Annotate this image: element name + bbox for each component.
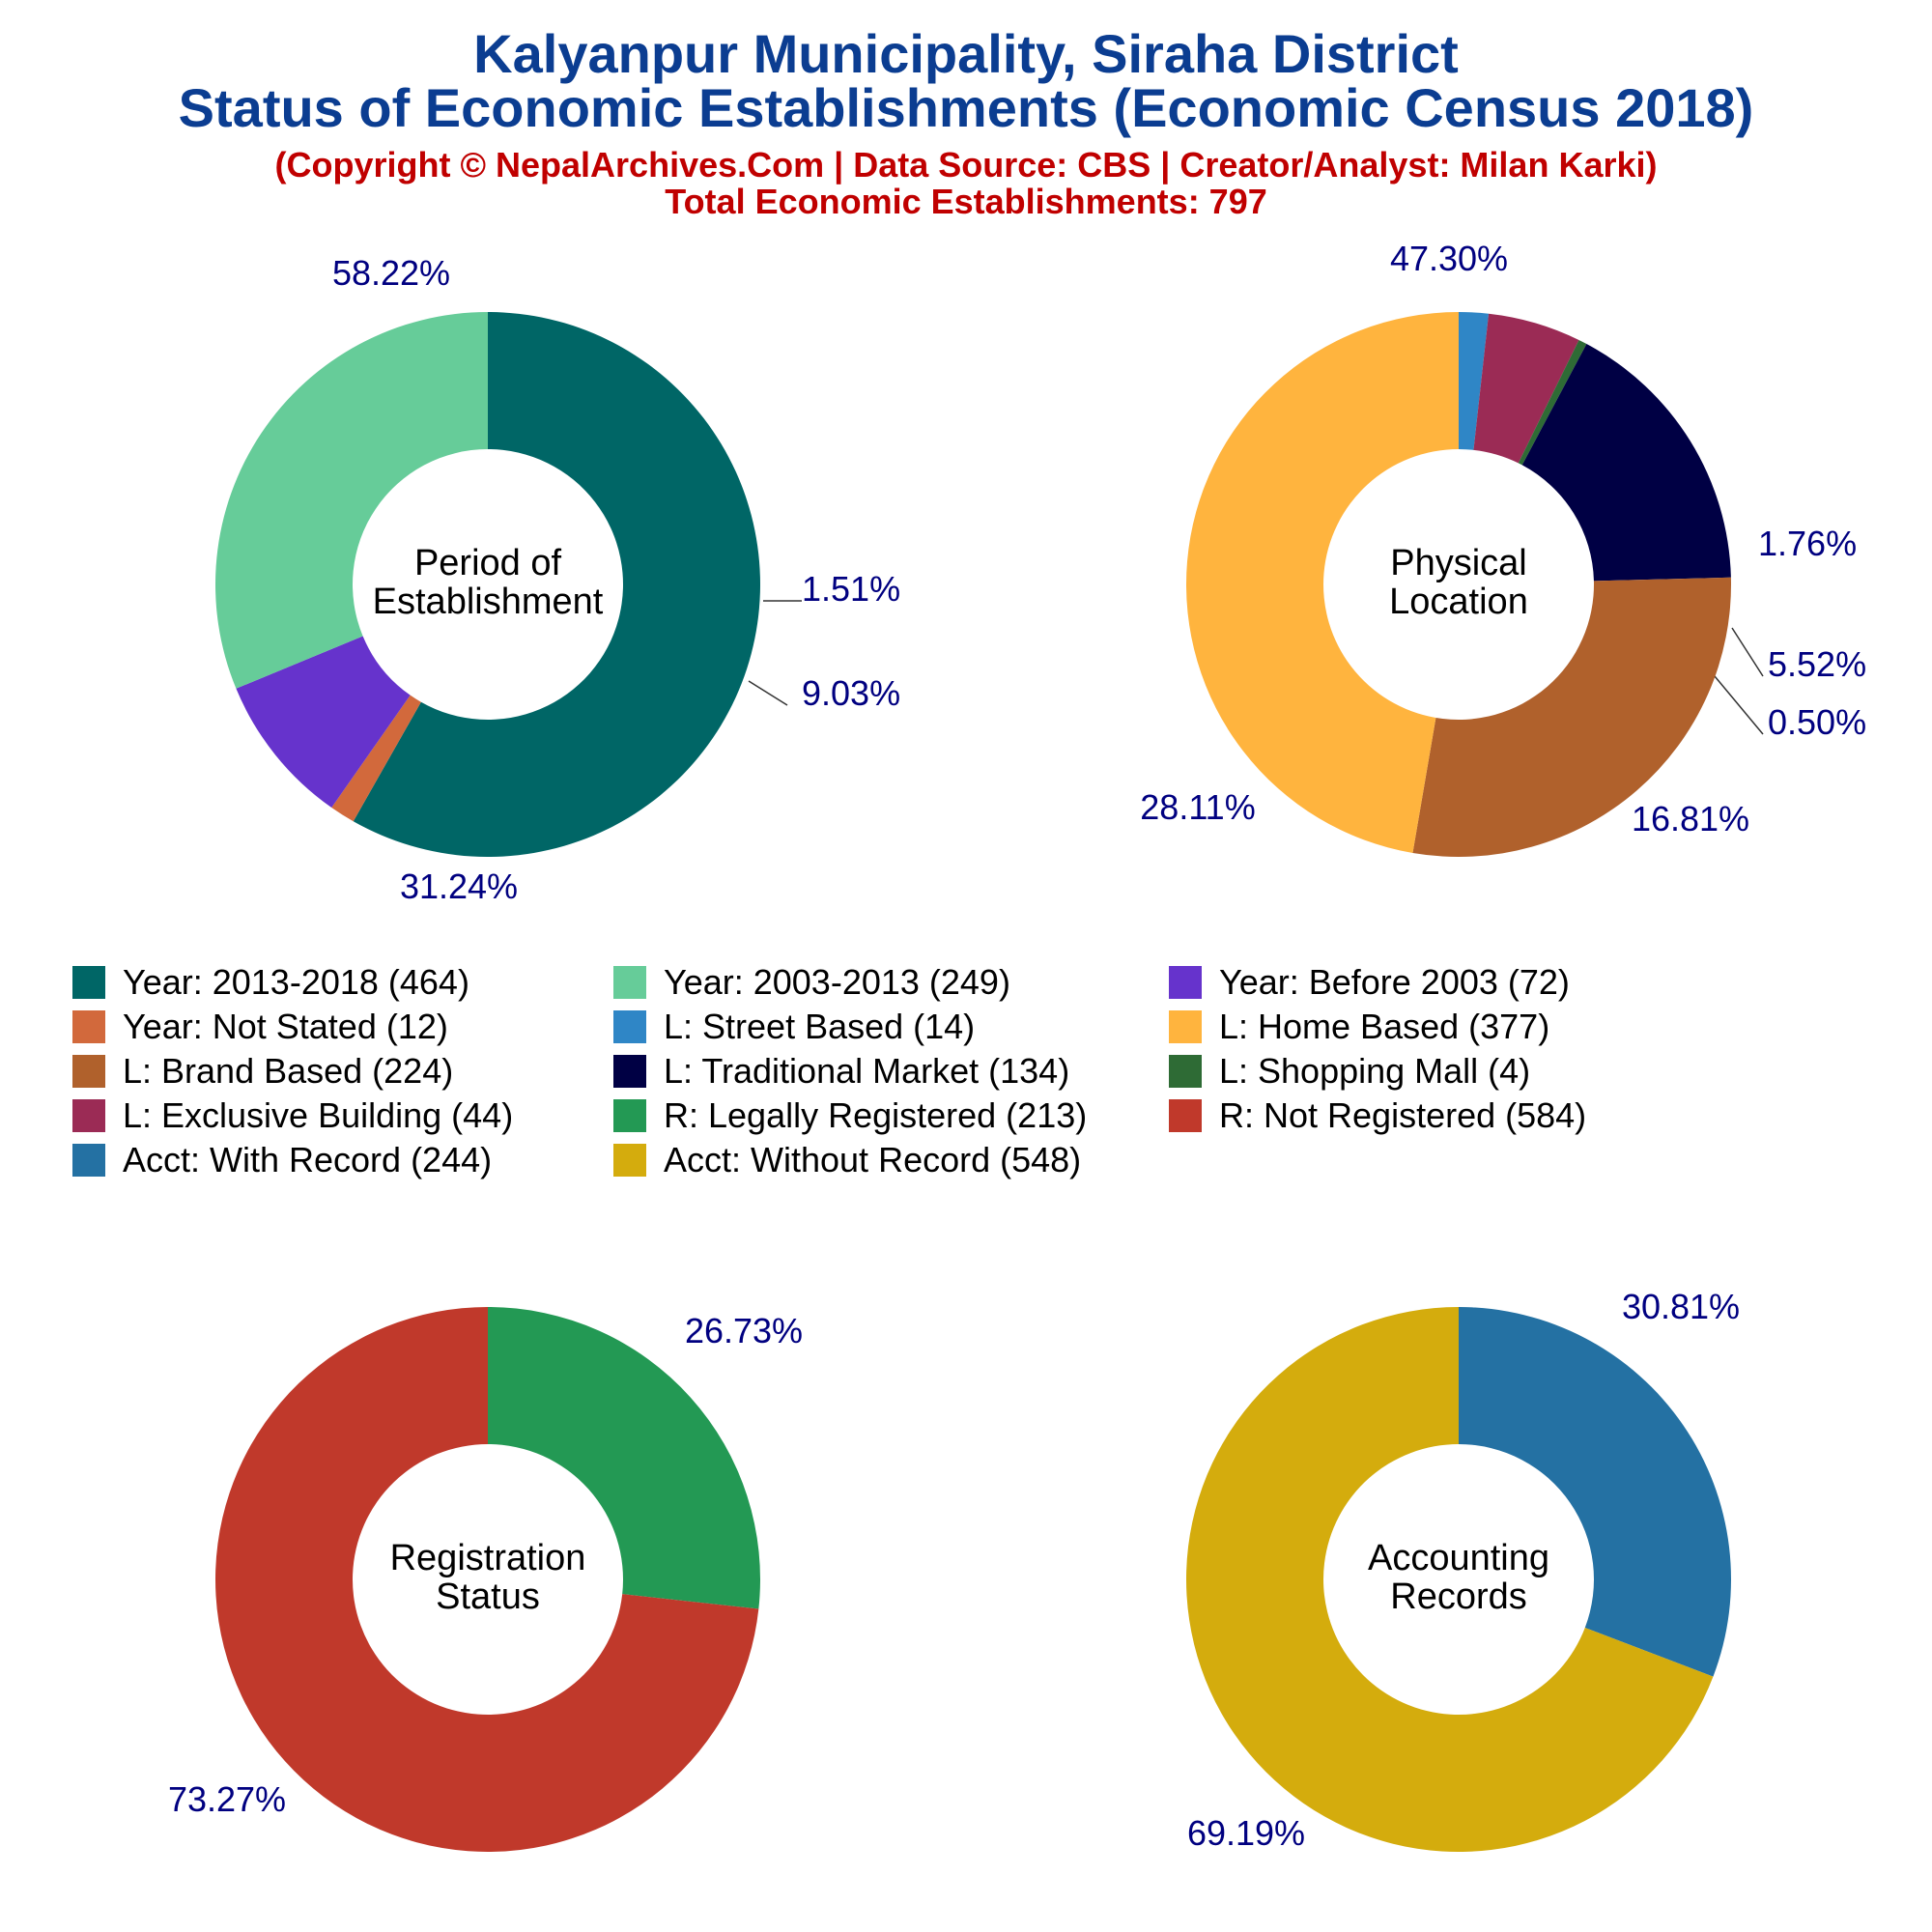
legend-label: L: Traditional Market (134) <box>664 1051 1070 1091</box>
percent-label-l-shopping-mall: 0.50% <box>1768 702 1866 742</box>
center-label-physical-location: Physical Location <box>1389 543 1528 622</box>
legend-item: Year: Before 2003 (72) <box>1169 961 1570 1004</box>
slice-acct-with-record <box>1459 1307 1731 1677</box>
legend-item: Acct: Without Record (548) <box>613 1139 1081 1181</box>
percent-label-l-street-based: 1.76% <box>1758 524 1857 563</box>
percent-label-year-2013-2018: 58.22% <box>332 253 450 293</box>
legend-label: L: Street Based (14) <box>664 1007 976 1046</box>
legend-item: Year: 2003-2013 (249) <box>613 961 1010 1004</box>
legend-swatch <box>72 966 105 999</box>
slice-r-not-registered <box>215 1307 759 1852</box>
legend-item: R: Not Registered (584) <box>1169 1094 1586 1137</box>
chart-header: Kalyanpur Municipality, Siraha District … <box>0 0 1932 220</box>
legend-label: R: Legally Registered (213) <box>664 1095 1088 1135</box>
chart-title-line-1: Kalyanpur Municipality, Siraha District <box>473 23 1459 84</box>
percent-label-r-legally-registered: 26.73% <box>685 1311 803 1350</box>
legend-swatch <box>72 1055 105 1088</box>
slice-year-not-stated <box>331 695 421 822</box>
legend-label: Year: 2013-2018 (464) <box>123 962 469 1002</box>
slice-l-street-based <box>1459 312 1490 450</box>
center-label-period-of-establishment: Period of Establishment <box>373 543 604 622</box>
legend-label: Year: 2003-2013 (249) <box>664 962 1010 1002</box>
legend-item: R: Legally Registered (213) <box>613 1094 1087 1137</box>
percent-label-l-brand-based: 28.11% <box>1140 787 1255 827</box>
legend-item: Year: 2013-2018 (464) <box>72 961 469 1004</box>
percent-label-l-home-based: 47.30% <box>1390 239 1508 278</box>
chart-title-line-2: Status of Economic Establishments (Econo… <box>178 77 1754 138</box>
slice-l-home-based <box>1185 312 1459 853</box>
leader-line-l-shopping-mall <box>1714 675 1764 735</box>
legend-label: Acct: With Record (244) <box>123 1140 493 1179</box>
slice-l-brand-based <box>1412 577 1732 858</box>
legend-swatch <box>72 1144 105 1177</box>
legend-swatch <box>613 1055 646 1088</box>
legend-label: R: Not Registered (584) <box>1219 1095 1587 1135</box>
center-label-accounting-records: Accounting Records <box>1368 1538 1549 1617</box>
slice-l-shopping-mall <box>1518 339 1587 466</box>
legend-item: L: Home Based (377) <box>1169 1006 1549 1048</box>
percent-label-r-not-registered: 73.27% <box>168 1779 286 1819</box>
percent-label-year-not-stated: 1.51% <box>802 569 900 609</box>
legend-item: L: Shopping Mall (4) <box>1169 1050 1530 1093</box>
percent-label-l-exclusive-building: 5.52% <box>1768 644 1866 684</box>
legend-swatch <box>613 1144 646 1177</box>
chart-subtitle-copyright: (Copyright © NepalArchives.Com | Data So… <box>274 145 1658 185</box>
percent-label-year-2003-2013: 31.24% <box>400 867 518 906</box>
legend-item: Year: Not Stated (12) <box>72 1006 448 1048</box>
percent-label-l-traditional-market: 16.81% <box>1632 799 1749 838</box>
legend-label: L: Home Based (377) <box>1219 1007 1550 1046</box>
leader-line-l-exclusive-building <box>1731 627 1764 677</box>
slice-acct-without-record <box>1185 1307 1714 1852</box>
legend-label: L: Brand Based (224) <box>123 1051 454 1091</box>
donut-accounting-records: 30.81% 69.19% Accounting Records <box>1185 1287 1740 1853</box>
legend-swatch <box>613 1099 646 1132</box>
legend-swatch <box>613 966 646 999</box>
center-label-registration-status: Registration Status <box>390 1538 586 1617</box>
slice-year-2013-2018 <box>353 312 760 858</box>
legend-swatch <box>72 1010 105 1043</box>
legend-swatch <box>1169 1099 1202 1132</box>
legend-item: L: Exclusive Building (44) <box>72 1094 513 1137</box>
legend-swatch <box>1169 1055 1202 1088</box>
legend-label: L: Shopping Mall (4) <box>1219 1051 1531 1091</box>
legend-item: L: Traditional Market (134) <box>613 1050 1069 1093</box>
slice-l-exclusive-building <box>1473 313 1579 464</box>
percent-label-year-before-2003: 9.03% <box>802 673 900 713</box>
legend-label: Year: Before 2003 (72) <box>1219 962 1570 1002</box>
legend-label: Year: Not Stated (12) <box>123 1007 448 1046</box>
percent-label-acct-without-record: 69.19% <box>1187 1813 1305 1853</box>
legend-item: L: Brand Based (224) <box>72 1050 453 1093</box>
legend-label: Acct: Without Record (548) <box>664 1140 1082 1179</box>
legend-item: Acct: With Record (244) <box>72 1139 492 1181</box>
legend-swatch <box>72 1099 105 1132</box>
legend-swatch <box>1169 1010 1202 1043</box>
slice-l-traditional-market <box>1521 344 1731 582</box>
donut-physical-location: 1.76% 5.52% 0.50% 16.81% 28.11% 47.30% Physica… <box>1140 239 1866 858</box>
leader-line-year-before-2003 <box>748 680 788 706</box>
slice-year-2003-2013 <box>214 312 488 689</box>
slice-r-legally-registered <box>488 1307 761 1609</box>
legend-swatch <box>613 1010 646 1043</box>
donut-period-of-establishment: 58.22% 1.51% 9.03% 31.24% Period of Establish… <box>214 253 900 906</box>
legend-swatch <box>1169 966 1202 999</box>
legend-label: L: Exclusive Building (44) <box>123 1095 514 1135</box>
chart-subtitle-total: Total Economic Establishments: 797 <box>665 182 1267 221</box>
donut-registration-status: 26.73% 73.27% Registration Status <box>168 1307 803 1852</box>
percent-label-acct-with-record: 30.81% <box>1622 1287 1740 1326</box>
slice-year-before-2003 <box>236 636 411 808</box>
legend-item: L: Street Based (14) <box>613 1006 975 1048</box>
